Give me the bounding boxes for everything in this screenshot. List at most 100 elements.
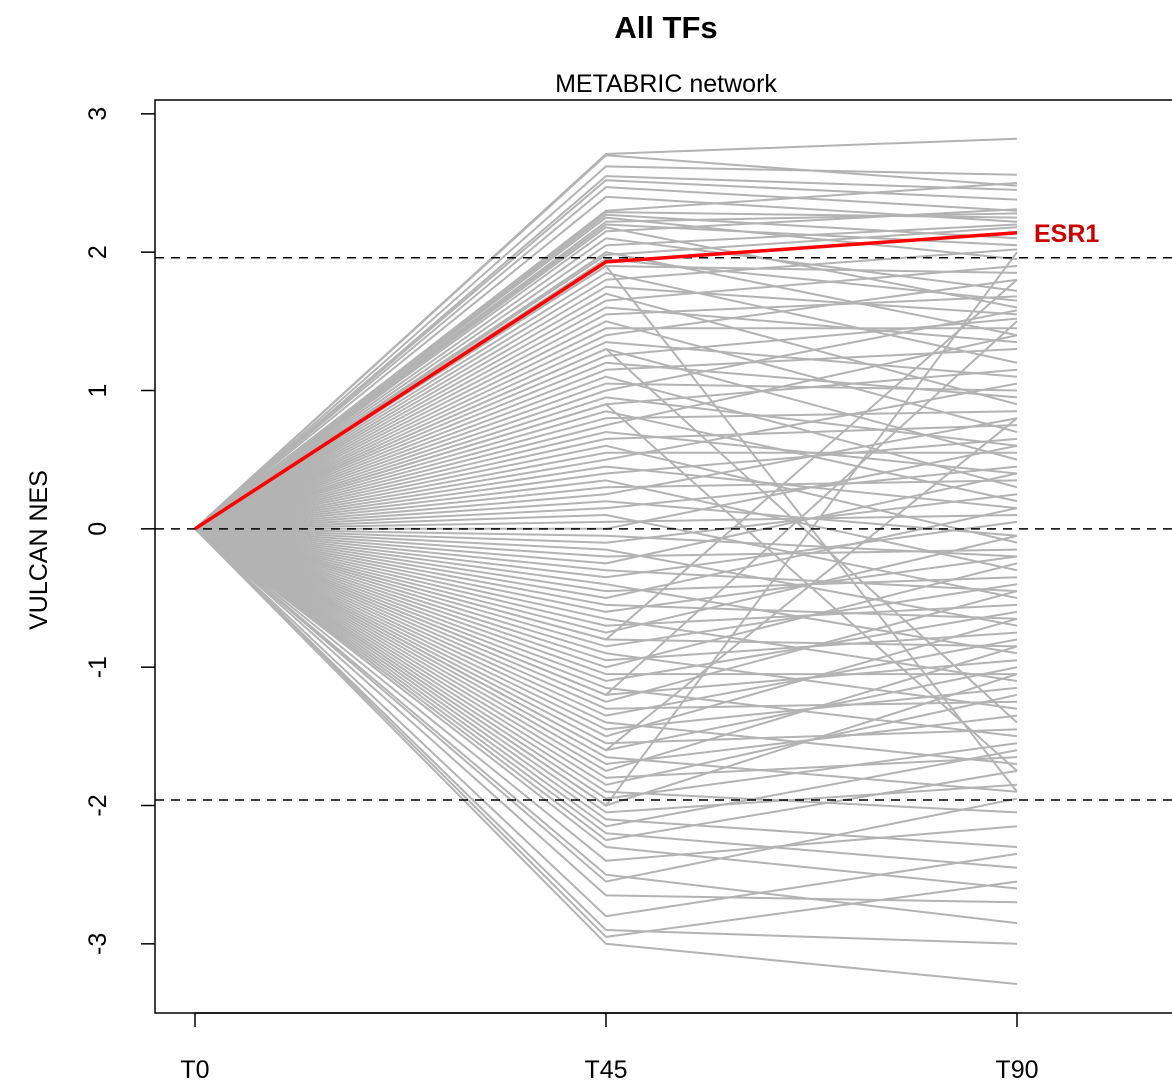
series-line-88 [194, 527, 1018, 738]
series-line-37 [194, 382, 1018, 530]
series-line-23 [194, 285, 1018, 530]
series-line-64 [194, 527, 1018, 593]
series-line-86 [194, 527, 1018, 765]
series-line-66 [194, 527, 1018, 655]
series-line-30 [194, 278, 1018, 530]
series-line-25 [194, 265, 1018, 530]
series-line-83 [194, 527, 1018, 703]
series-line-69 [194, 527, 1018, 620]
series-line-55 [194, 465, 1018, 530]
series-line-97 [194, 527, 1018, 800]
series-line-18 [194, 226, 1018, 530]
series-line-10 [194, 216, 1018, 530]
axes: -3 -2 -1 0 1 2 3 T0 T45 T90 [84, 99, 1172, 1084]
series-line-103 [194, 528, 1018, 842]
series-line-54 [194, 500, 1018, 537]
series-line-67 [194, 527, 1018, 593]
series-line-117 [194, 279, 1018, 641]
series-line-59 [194, 527, 1018, 558]
series-line-6 [194, 195, 1018, 530]
series-line-118 [194, 403, 1018, 772]
series-line-48 [194, 382, 1018, 530]
series-line-53 [194, 417, 1018, 530]
series-line-61 [194, 527, 1018, 627]
series-line-93 [194, 527, 1018, 772]
series-line-62 [194, 527, 1018, 558]
series-line-68 [194, 507, 1018, 600]
series-line-57 [194, 514, 1018, 530]
highlight-layer: ESR1 [194, 220, 1099, 531]
series-line-34 [194, 361, 1018, 530]
series-line-77 [194, 527, 1018, 662]
y-tick-label-1: -2 [84, 794, 112, 816]
series-line-71 [194, 527, 1018, 682]
series-line-27 [194, 295, 1018, 530]
series-line-101 [194, 527, 1018, 828]
y-tick-label-3: 0 [84, 522, 112, 536]
series-line-87 [194, 527, 1018, 731]
series-line-42 [194, 410, 1018, 530]
y-axis-label: VULCAN NES [25, 470, 53, 630]
series-line-29 [194, 327, 1017, 530]
series-line-3 [194, 175, 1018, 530]
series-line-1 [194, 154, 1018, 530]
series-line-91 [194, 527, 1018, 793]
series-line-92 [194, 527, 1018, 766]
chart-title: All TFs [614, 10, 717, 45]
x-tick-label-1: T45 [584, 1056, 627, 1084]
series-line-65 [194, 520, 1018, 579]
series-line-76 [194, 527, 1018, 710]
series-line-5 [194, 186, 1018, 530]
x-tick-label-2: T90 [995, 1056, 1038, 1084]
y-tick-label-0: -3 [84, 933, 112, 955]
series-line-105 [194, 528, 1018, 862]
series-line-22 [194, 248, 1018, 530]
series-line-14 [194, 208, 1018, 530]
series-line-111 [194, 528, 1018, 938]
series-line-63 [194, 472, 1018, 565]
series-line-106 [194, 528, 1018, 925]
series-line-75 [194, 527, 1018, 648]
series-line-56 [194, 513, 1018, 599]
series-line-60 [194, 493, 1018, 544]
y-tick-label-5: 2 [84, 245, 112, 259]
series-line-28 [194, 320, 1018, 530]
series-line-73 [194, 527, 1018, 634]
series-line-116 [194, 347, 1018, 724]
series-line-24 [194, 292, 1018, 530]
series-line-72 [194, 527, 1018, 627]
series-line-13 [194, 226, 1018, 530]
series-line-102 [194, 527, 1018, 869]
series-line-89 [194, 527, 1018, 745]
series-line-85 [194, 527, 1018, 717]
highlight-series-label: ESR1 [1034, 220, 1099, 248]
series-line-35 [194, 348, 1018, 530]
series-layer [194, 137, 1018, 985]
highlight-series-line [194, 231, 1018, 531]
series-line-70 [194, 527, 1018, 613]
series-line-41 [194, 410, 1018, 530]
series-line-81 [194, 527, 1018, 738]
series-line-96 [194, 527, 1018, 814]
series-line-79 [194, 527, 1017, 676]
series-line-107 [194, 528, 1018, 883]
series-line-45 [194, 424, 1018, 530]
series-line-94 [194, 527, 1018, 779]
series-line-33 [194, 317, 1018, 530]
series-line-80 [194, 527, 1018, 683]
series-line-113 [194, 251, 1018, 807]
series-line-15 [194, 237, 1018, 530]
y-tick-label-6: 3 [84, 107, 112, 121]
y-tick-label-4: 1 [84, 384, 112, 398]
series-line-84 [194, 527, 1018, 710]
series-line-43 [194, 334, 1018, 530]
series-line-95 [194, 527, 1018, 786]
x-tick-label-0: T0 [180, 1056, 209, 1084]
series-line-49 [194, 465, 1018, 530]
series-line-21 [194, 271, 1018, 530]
y-tick-label-2: -1 [84, 656, 112, 678]
series-line-47 [194, 451, 1017, 530]
series-line-109 [194, 528, 1018, 918]
series-line-110 [194, 528, 1018, 945]
